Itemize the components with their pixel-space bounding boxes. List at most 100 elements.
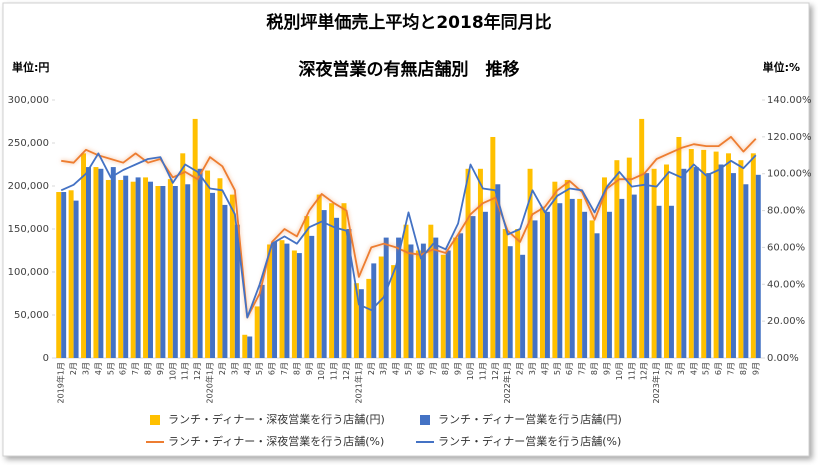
bar [539, 207, 545, 358]
bar [420, 243, 426, 358]
bar [557, 203, 563, 358]
bar [123, 175, 129, 358]
x-tick-label: 11月 [627, 362, 636, 380]
bar [750, 153, 756, 358]
bar [234, 224, 240, 358]
bar [470, 216, 476, 358]
bar [490, 136, 496, 358]
bar [180, 153, 186, 358]
bar [606, 211, 612, 358]
y2-tick-label: 60.00% [767, 242, 805, 253]
bar [105, 179, 111, 358]
bar [515, 229, 521, 358]
y-tick-label: 250,000 [8, 138, 49, 149]
bar [61, 192, 67, 358]
x-tick-label: 4月 [94, 362, 103, 375]
x-tick-label: 3月 [677, 362, 686, 375]
x-tick-label: 8月 [144, 362, 153, 375]
x-tick-label: 9月 [751, 362, 760, 375]
x-tick-label: 4月 [689, 362, 698, 375]
bar [755, 174, 761, 358]
legend-swatch [150, 415, 160, 425]
bar [569, 198, 575, 358]
y2-tick-label: 80.00% [767, 206, 805, 217]
bar [210, 192, 216, 358]
bar [205, 170, 211, 358]
bar [247, 336, 253, 358]
bar [346, 229, 352, 358]
bar [366, 278, 372, 358]
x-tick-label: 5月 [702, 362, 711, 375]
bar [601, 177, 607, 358]
x-tick-label: 5月 [553, 362, 562, 375]
bar [378, 256, 384, 358]
y-axis-label: 単位:円 [12, 60, 49, 74]
x-tick-label: 10月 [317, 362, 326, 380]
bar [688, 149, 694, 358]
bar [718, 164, 724, 358]
bar [544, 211, 550, 358]
bar [148, 181, 153, 358]
bar [259, 284, 265, 358]
bar [664, 164, 669, 358]
bar [644, 173, 650, 358]
bar [440, 254, 446, 358]
bar [160, 186, 166, 358]
x-tick-label: 10月 [466, 362, 475, 380]
x-tick-label: 2020年1月 [205, 362, 215, 403]
bar [726, 153, 731, 358]
bar [185, 184, 191, 358]
y-tick-label: 300,000 [8, 95, 49, 106]
bar [527, 168, 533, 358]
legend-label: ランチ・ディナー営業を行う店舗(%) [438, 434, 621, 448]
y-tick-label: 150,000 [8, 224, 49, 235]
x-tick-label: 8月 [590, 362, 599, 375]
x-tick-label: 3月 [230, 362, 239, 375]
bar [98, 168, 104, 358]
x-tick-label: 6月 [565, 362, 574, 375]
bar [730, 173, 736, 358]
y2-tick-label: 20.00% [767, 316, 805, 327]
x-tick-label: 10月 [615, 362, 624, 380]
x-tick-label: 4月 [392, 362, 401, 375]
bar [415, 250, 421, 358]
bar [254, 306, 260, 358]
bar [334, 217, 340, 358]
bar [86, 167, 91, 358]
bar [594, 233, 600, 358]
bar [192, 118, 198, 358]
x-tick-label: 8月 [739, 362, 748, 375]
bar [197, 168, 203, 358]
legend-label: ランチ・ディナー営業を行う店舗(円) [438, 412, 622, 426]
bar [217, 178, 223, 358]
bar [353, 283, 359, 358]
bar [458, 233, 464, 358]
x-tick-label: 12月 [491, 362, 500, 380]
bar [676, 136, 682, 358]
x-tick-label: 7月 [131, 362, 140, 375]
bar [272, 241, 278, 358]
bar [316, 194, 322, 358]
bar [81, 153, 87, 358]
x-tick-label: 11月 [330, 362, 339, 380]
bar [582, 211, 588, 358]
bar [668, 205, 674, 358]
legend-label: ランチ・ディナー・深夜営業を行う店舗(円) [168, 412, 385, 426]
bar [631, 194, 637, 358]
bar [391, 265, 397, 358]
x-tick-label: 2019年1月 [56, 362, 66, 403]
legend-label: ランチ・ディナー・深夜営業を行う店舗(%) [168, 434, 384, 448]
bar [738, 160, 744, 358]
x-tick-label: 8月 [292, 362, 301, 375]
x-tick-label: 9月 [602, 362, 611, 375]
bar [639, 118, 645, 358]
bar [284, 243, 290, 358]
x-tick-label: 6月 [268, 362, 277, 375]
bar [291, 250, 297, 358]
x-tick-label: 2023年1月 [651, 362, 661, 403]
y2-tick-label: 40.00% [767, 279, 805, 290]
bar [626, 157, 632, 358]
bar [408, 244, 414, 358]
